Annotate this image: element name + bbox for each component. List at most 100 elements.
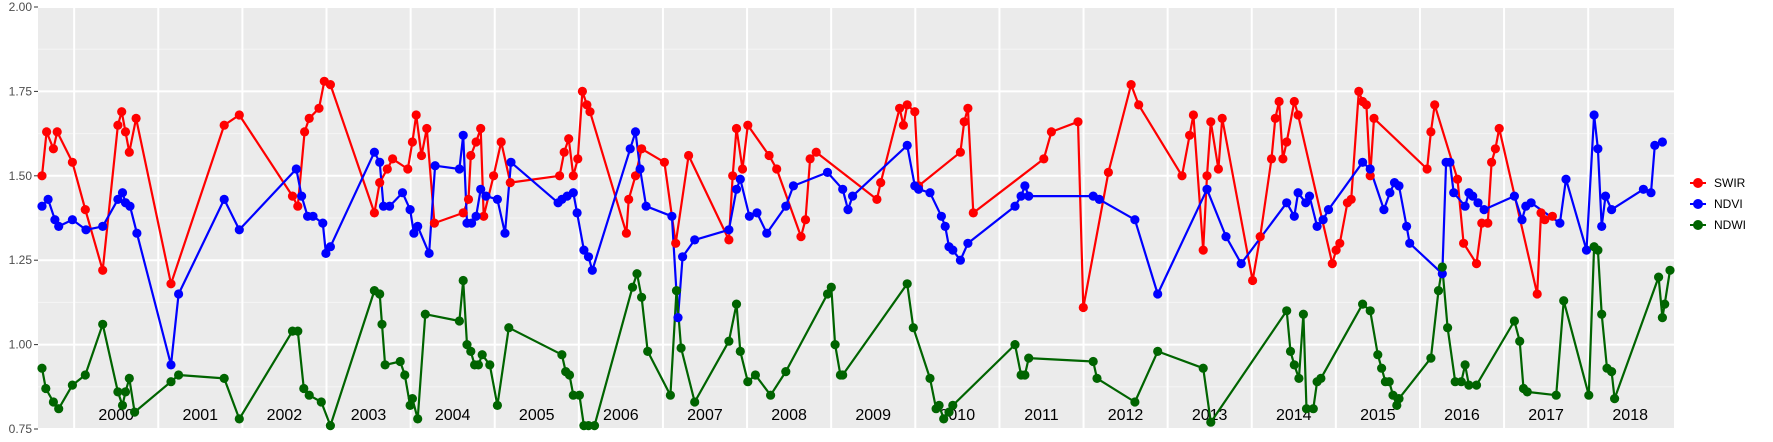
point-ndwi xyxy=(377,319,387,329)
point-swir xyxy=(479,211,489,221)
point-ndwi xyxy=(234,414,244,424)
point-ndvi xyxy=(572,208,582,218)
point-swir xyxy=(872,194,882,204)
point-ndvi xyxy=(731,184,742,194)
point-swir xyxy=(1266,154,1277,164)
point-ndwi xyxy=(826,282,836,292)
point-swir xyxy=(234,110,244,120)
legend-label-swir: SWIR xyxy=(1714,176,1746,190)
point-ndwi xyxy=(117,400,128,410)
point-swir xyxy=(325,80,335,90)
point-swir xyxy=(166,279,176,289)
point-ndvi xyxy=(1650,140,1660,150)
y-tick-label: 1.25 xyxy=(9,253,33,267)
point-ndwi xyxy=(1092,373,1102,383)
point-ndwi xyxy=(781,367,791,377)
point-ndwi xyxy=(750,370,761,380)
point-ndvi xyxy=(1202,184,1212,194)
point-ndwi xyxy=(1384,377,1394,387)
point-swir xyxy=(304,113,314,123)
point-ndwi xyxy=(120,387,131,397)
point-swir xyxy=(671,238,681,248)
point-swir xyxy=(585,107,595,117)
point-swir xyxy=(287,191,298,201)
point-ndvi xyxy=(1657,137,1667,147)
point-ndwi xyxy=(413,414,423,424)
point-ndwi xyxy=(830,340,840,350)
year-label: 2000 xyxy=(98,407,134,424)
point-ndwi xyxy=(1593,245,1603,255)
point-swir xyxy=(1073,117,1083,127)
point-ndwi xyxy=(174,370,184,380)
point-swir xyxy=(1487,157,1497,167)
point-ndvi xyxy=(1607,205,1617,215)
year-label: 2006 xyxy=(603,407,639,424)
point-ndwi xyxy=(1285,346,1296,356)
point-ndvi xyxy=(318,218,328,228)
point-ndwi xyxy=(1365,306,1375,316)
point-ndvi xyxy=(1593,144,1603,154)
point-swir xyxy=(659,157,670,167)
point-ndwi xyxy=(492,400,502,410)
point-swir xyxy=(577,86,588,96)
point-swir xyxy=(1536,208,1546,218)
year-label: 2005 xyxy=(519,407,555,424)
point-ndwi xyxy=(1316,373,1326,383)
year-label: 2002 xyxy=(267,407,303,424)
point-ndwi xyxy=(420,309,430,319)
point-ndvi xyxy=(1561,174,1571,184)
point-swir xyxy=(1126,80,1136,90)
point-swir xyxy=(422,123,432,134)
point-ndwi xyxy=(1294,373,1304,383)
point-ndwi xyxy=(948,400,958,410)
point-swir xyxy=(120,127,131,137)
point-ndwi xyxy=(1464,380,1474,390)
point-swir xyxy=(800,215,811,225)
point-ndwi xyxy=(325,421,335,431)
point-swir xyxy=(124,147,134,157)
point-ndvi xyxy=(413,221,423,231)
point-swir xyxy=(375,178,385,188)
y-tick-label: 2.00 xyxy=(9,0,33,14)
point-swir xyxy=(1185,130,1195,140)
point-ndwi xyxy=(462,340,472,350)
point-ndvi xyxy=(1365,164,1375,174)
point-ndvi xyxy=(673,313,683,323)
point-ndvi xyxy=(667,211,677,221)
point-ndvi xyxy=(219,194,229,204)
point-ndwi xyxy=(293,326,303,336)
point-ndvi xyxy=(936,211,947,221)
point-ndvi xyxy=(308,211,318,221)
point-ndwi xyxy=(902,279,912,289)
year-label: 2001 xyxy=(182,407,218,424)
point-ndvi xyxy=(325,242,335,252)
point-ndvi xyxy=(568,188,578,198)
point-ndwi xyxy=(473,360,483,370)
point-ndvi xyxy=(948,245,958,255)
point-ndvi xyxy=(467,218,477,228)
point-swir xyxy=(314,103,324,113)
point-swir xyxy=(1369,113,1379,123)
point-ndwi xyxy=(1657,313,1667,323)
point-ndwi xyxy=(589,421,600,431)
point-swir xyxy=(458,208,468,218)
point-ndwi xyxy=(400,370,410,380)
point-ndwi xyxy=(627,282,638,292)
point-ndwi xyxy=(944,407,954,417)
point-ndwi xyxy=(1153,346,1163,356)
point-ndwi xyxy=(458,275,468,286)
point-ndvi xyxy=(822,167,833,177)
point-swir xyxy=(1346,194,1356,204)
point-ndvi xyxy=(848,191,858,201)
point-swir xyxy=(1483,218,1493,228)
point-ndwi xyxy=(477,350,487,360)
point-ndwi xyxy=(1198,363,1208,373)
point-ndvi xyxy=(492,194,502,204)
point-ndwi xyxy=(124,373,134,383)
point-ndvi xyxy=(1517,215,1527,225)
point-swir xyxy=(505,178,515,188)
year-label: 2018 xyxy=(1612,407,1648,424)
point-swir xyxy=(496,137,506,147)
point-ndvi xyxy=(67,215,77,225)
point-swir xyxy=(369,208,379,218)
